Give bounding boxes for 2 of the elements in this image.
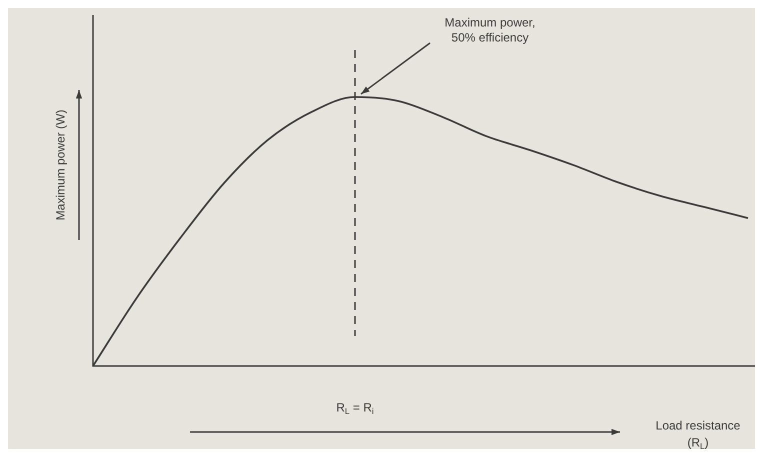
text: Maximum power, 50% efficiency [444,15,536,44]
y-axis-title: Maximum power (W) [53,110,68,220]
